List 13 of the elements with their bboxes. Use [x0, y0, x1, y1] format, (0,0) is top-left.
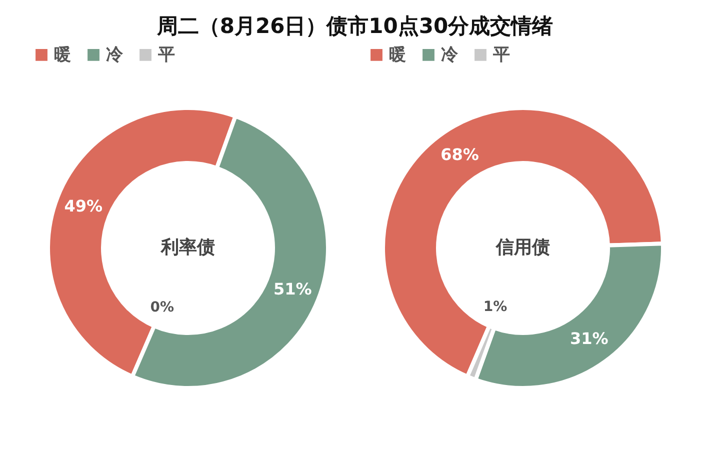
data-label: 49% — [64, 196, 102, 216]
legend-label: 冷 — [106, 44, 124, 65]
text: 0% — [150, 300, 174, 316]
chart-title: 周二（8月26日）债市10点30分成交情绪 — [156, 13, 554, 40]
text: 信用债 — [494, 237, 550, 258]
legend-label: 平 — [492, 44, 510, 65]
data-label: 68% — [440, 144, 478, 164]
legend-label: 冷 — [440, 44, 458, 65]
data-label: 31% — [569, 329, 608, 348]
data-label: 51% — [272, 279, 312, 298]
legend-label: 平 — [156, 44, 174, 65]
text: 利率债 — [160, 237, 214, 258]
data-label: 1% — [482, 298, 507, 315]
